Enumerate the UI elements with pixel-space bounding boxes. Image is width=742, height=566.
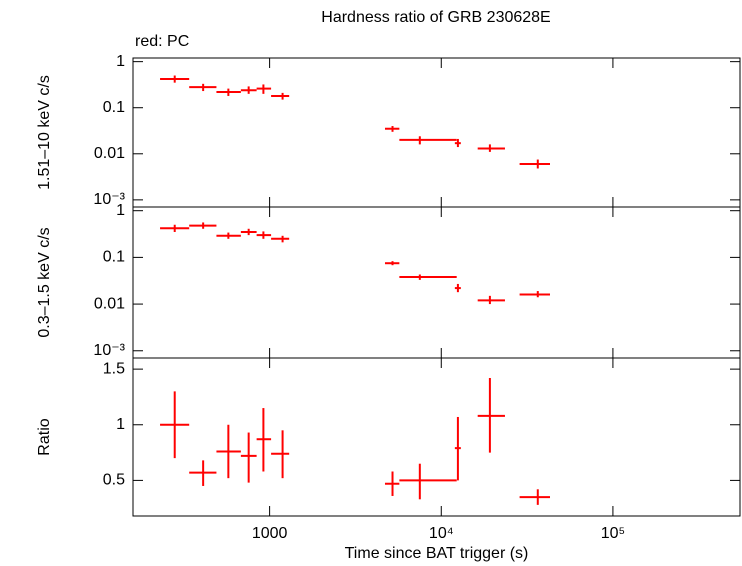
y-axis-label: 0.3–1.5 keV c/s <box>36 227 53 337</box>
y-tick-label: 10⁻³ <box>93 191 125 208</box>
chart-title: Hardness ratio of GRB 230628E <box>321 9 550 26</box>
y-tick-label: 0.5 <box>103 472 125 489</box>
y-tick-label: 0.1 <box>103 99 125 116</box>
y-axis-label: 1.51–10 keV c/s <box>36 75 53 190</box>
y-tick-label: 1 <box>116 53 125 70</box>
y-tick-label: 1 <box>116 416 125 433</box>
plot-frame <box>132 206 741 359</box>
plot-frame <box>132 357 741 517</box>
y-tick-label: 0.01 <box>94 145 125 162</box>
y-tick-label: 1.5 <box>103 360 125 377</box>
y-tick-label: 0.01 <box>94 295 125 312</box>
annotation: red: PC <box>135 33 189 50</box>
x-tick-label: 1000 <box>252 525 288 542</box>
y-axis-label: Ratio <box>36 418 53 455</box>
plot-frame <box>132 57 741 208</box>
x-axis-label: Time since BAT trigger (s) <box>345 545 529 562</box>
x-tick-label: 10⁵ <box>601 525 625 542</box>
y-tick-label: 0.1 <box>103 249 125 266</box>
y-tick-label: 10⁻³ <box>93 342 125 359</box>
y-tick-label: 1 <box>116 202 125 219</box>
x-tick-label: 10⁴ <box>429 525 454 542</box>
